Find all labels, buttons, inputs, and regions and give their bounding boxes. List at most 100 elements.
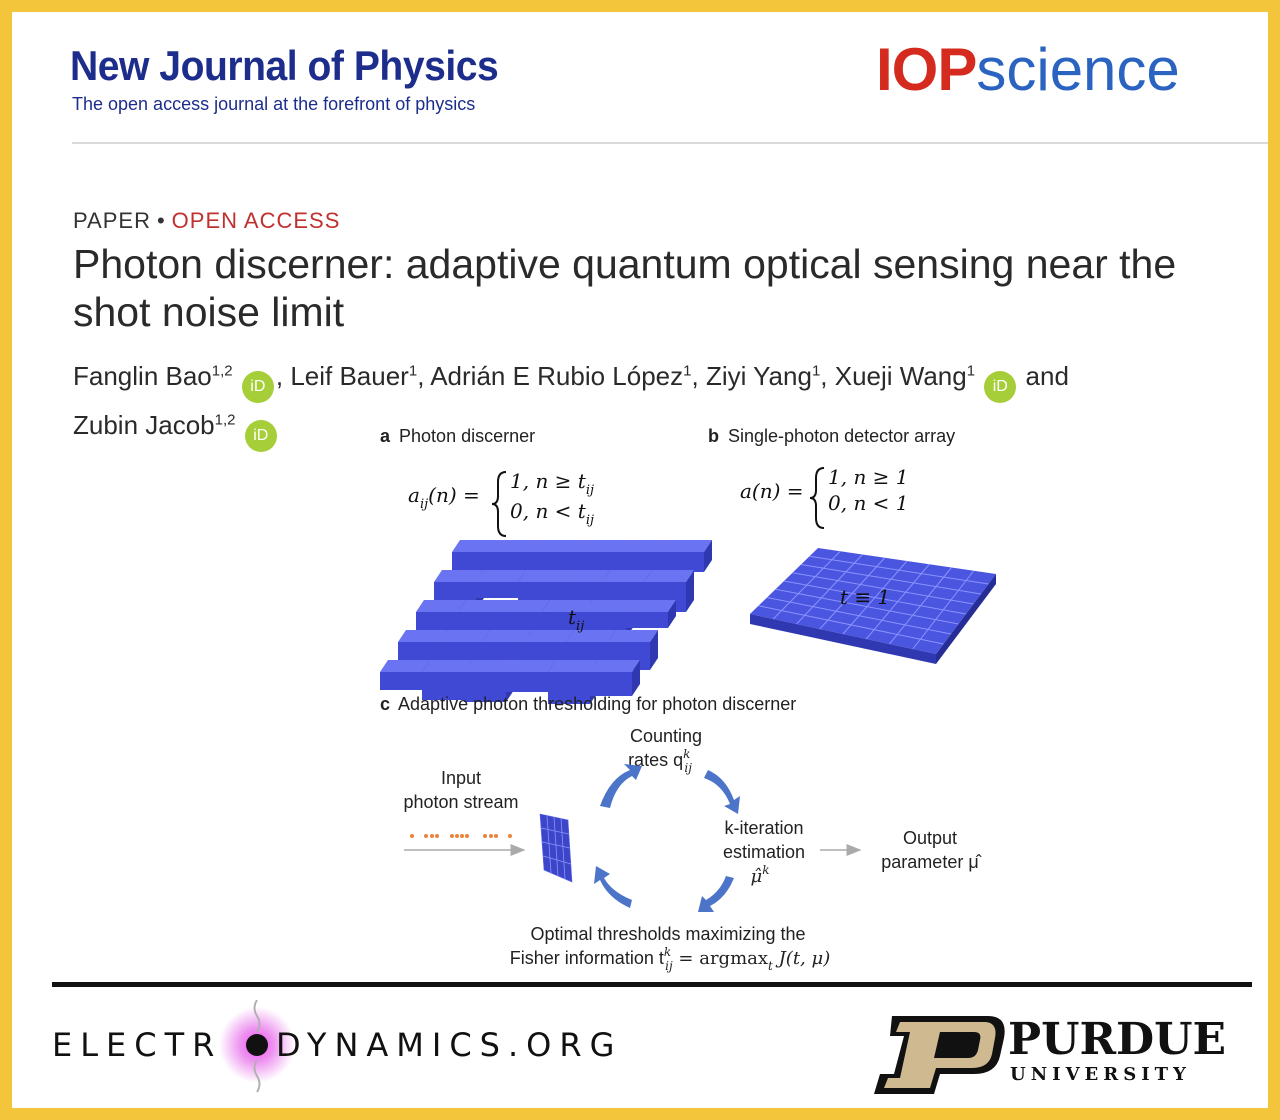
cube-face: [416, 600, 466, 612]
cube-face: [380, 660, 430, 672]
cube-face: [440, 642, 482, 664]
panel-a-heading: a Photon discerner: [380, 426, 535, 446]
author-affiliation: 1: [966, 362, 976, 380]
electron-icon: [246, 1034, 268, 1056]
author-name[interactable]: Leif Bauer: [290, 361, 409, 391]
author-list: Fanglin Bao1,2 iD, Leif Bauer1, Adrián E…: [73, 354, 1193, 452]
grid-line: [912, 570, 975, 650]
cube-face: [668, 600, 676, 628]
panel-b-letter: b: [708, 426, 719, 446]
svg-text:0, n < 1: 0, n < 1: [828, 491, 909, 515]
cube-face: [476, 582, 518, 598]
small-discerner-icon: [539, 813, 573, 883]
article-title: Photon discerner: adaptive quantum optic…: [73, 241, 1177, 335]
detector-array-grid: [750, 548, 996, 664]
cube-face: [482, 642, 524, 660]
cube-face: [626, 600, 676, 612]
svg-text:a(n) =: a(n) =: [740, 479, 804, 503]
grid-line: [809, 555, 989, 585]
cube-face: [542, 600, 592, 612]
purdue-logo[interactable]: PURDUE UNIVERSITY: [870, 1008, 1230, 1098]
logo-text-right: DYNAMICS.ORG: [276, 1026, 622, 1064]
cube-face: [422, 660, 472, 672]
cube-face: [434, 570, 484, 582]
cube-face: [686, 570, 694, 612]
cube-face: [590, 672, 632, 696]
journal-name[interactable]: New Journal of Physics: [70, 42, 499, 89]
panel-a-equation: aij(n) = 1, n ≥ tij 0, n < tij: [408, 469, 594, 537]
kiter-symbol: μ̂k: [751, 863, 770, 887]
cube-face: [608, 630, 658, 642]
svg-text:1, n ≥ 1: 1, n ≥ 1: [828, 465, 909, 489]
counting-rates-line2: rates qk ij: [628, 747, 692, 775]
cube-face: [458, 600, 508, 612]
electrodynamics-logo[interactable]: ELECTR DYNAMICS.ORG: [52, 1000, 652, 1100]
journal-tagline: The open access journal at the forefront…: [72, 94, 476, 114]
adaptive-loop-arrows: [594, 764, 740, 912]
orcid-icon[interactable]: iD: [244, 420, 277, 452]
cube-face: [704, 540, 712, 572]
optimal-line2: Fisher information tk ij = argmaxt J(t, μ…: [510, 945, 830, 973]
cube-face: [632, 660, 640, 696]
purdue-subtitle: UNIVERSITY: [1010, 1064, 1191, 1085]
panel-c-heading: c Adaptive photon thresholding for photo…: [380, 694, 796, 714]
panel-b-title: Single-photon detector array: [728, 426, 955, 446]
logo-text-left: ELECTR: [52, 1026, 222, 1064]
orcid-icon[interactable]: iD: [984, 371, 1017, 403]
purdue-p-icon: [874, 1016, 1005, 1094]
iopscience-logo[interactable]: IOPscience: [876, 40, 1180, 100]
cube-face: [422, 672, 464, 700]
author-separator: ,: [417, 361, 431, 391]
grid-line: [783, 580, 967, 615]
cube-face: [644, 570, 694, 582]
author-affiliation: 1,2: [214, 411, 236, 429]
panel-c-letter: c: [380, 694, 390, 714]
author-affiliation: 1: [811, 362, 821, 380]
cube-face: [548, 672, 590, 704]
abstract-figure: a Photon discerner aij(n) = 1, n ≥ tij 0…: [380, 426, 996, 973]
grid-threshold-label: t ≡ 1: [840, 585, 890, 609]
cube-face: [482, 630, 532, 642]
panel-b-equation: a(n) = 1, n ≥ 1 0, n < 1: [740, 465, 909, 529]
author-name[interactable]: Ziyi Yang: [705, 361, 812, 391]
cube-face: [452, 552, 494, 574]
iop-logo-part: IOP: [876, 36, 977, 103]
cube-face: [578, 540, 628, 552]
optimal-line1: Optimal thresholds maximizing the: [530, 924, 805, 944]
cube-face: [584, 600, 634, 612]
author-name[interactable]: Xueji Wang: [834, 361, 967, 391]
author-name[interactable]: Zubin Jacob: [73, 410, 215, 440]
cube-face: [494, 540, 544, 552]
author-affiliation: 1: [683, 362, 692, 380]
grid-edge: [936, 574, 996, 664]
svg-text:1, n ≥ tij: 1, n ≥ tij: [510, 469, 594, 498]
cube-face: [560, 570, 610, 582]
cube-face: [662, 552, 704, 572]
purdue-name: PURDUE: [1008, 1014, 1226, 1065]
author-affiliation: 1: [408, 362, 418, 380]
author-separator: and: [1018, 361, 1069, 391]
cube-face: [506, 660, 556, 672]
kiter-line2: estimation: [723, 842, 805, 862]
orcid-icon[interactable]: iD: [241, 371, 274, 403]
open-access-label[interactable]: OPEN ACCESS: [171, 208, 341, 233]
cube-face: [398, 630, 448, 642]
cube-face: [506, 672, 548, 692]
input-label-line1: Input: [441, 768, 481, 788]
author-name[interactable]: Adrián E Rubio López: [430, 361, 684, 391]
grid-line: [865, 563, 930, 640]
cube-face: [536, 552, 578, 570]
cube-face: [566, 642, 608, 664]
input-label-line2: photon stream: [403, 792, 518, 812]
cube-face: [602, 582, 644, 600]
cube-face: [464, 660, 514, 672]
author-name[interactable]: Fanglin Bao: [73, 361, 212, 391]
article-type: PAPER • OPEN ACCESS: [73, 208, 340, 234]
cube-face: [500, 600, 550, 612]
cube-face: [464, 672, 506, 702]
counting-rates-line1: Counting: [630, 726, 702, 746]
panel-a-title: Photon discerner: [399, 426, 535, 446]
kiter-line1: k-iteration: [724, 818, 803, 838]
cube-face: [440, 630, 490, 642]
output-line2: parameter μ̂: [881, 852, 981, 872]
